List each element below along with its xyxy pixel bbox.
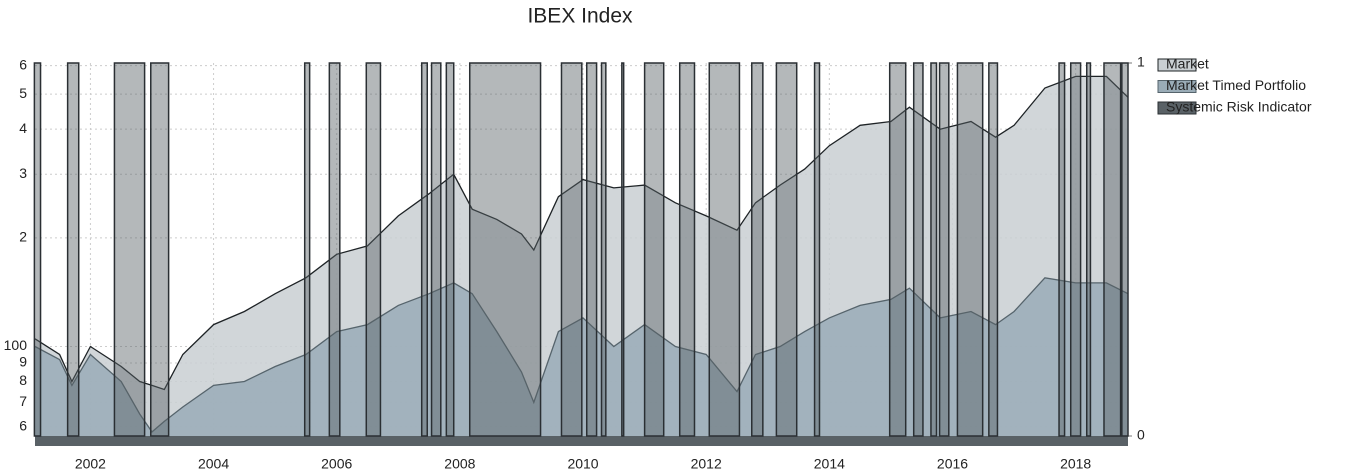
y-tick-label: 7	[19, 393, 27, 409]
x-tick-label: 2014	[814, 456, 845, 472]
legend-swatch	[1157, 101, 1197, 115]
indicator-segment	[813, 62, 821, 437]
indicator-segment	[328, 62, 341, 437]
indicator-segment	[560, 62, 583, 437]
legend-swatch	[1157, 80, 1197, 93]
indicator-segment	[420, 62, 428, 437]
indicator-segment	[150, 62, 170, 437]
indicator-segment	[708, 62, 741, 437]
y2-tick-label: 1	[1137, 54, 1145, 70]
y-tick-label: 6	[19, 56, 27, 72]
indicator-segment	[585, 62, 598, 437]
series-line	[34, 277, 1129, 433]
indicator-segment	[445, 62, 455, 437]
indicator-segment	[751, 62, 764, 437]
indicator-segment	[930, 62, 938, 437]
indicator-segment	[1121, 62, 1129, 437]
indicator-segment	[678, 62, 696, 437]
indicator-segment	[1103, 62, 1122, 437]
y-tick-label: 4	[19, 120, 27, 136]
indicator-segment	[303, 62, 311, 437]
indicator-segment	[430, 62, 442, 437]
indicator-segment	[66, 62, 80, 437]
indicator-segment	[468, 62, 542, 437]
x-tick-label: 2006	[321, 456, 352, 472]
indicator-base	[35, 436, 1128, 446]
chart-title: IBEX Index	[527, 5, 633, 28]
x-tick-label: 2004	[198, 456, 229, 472]
indicator-segment	[956, 62, 984, 437]
y-tick-label: 8	[19, 372, 27, 388]
y-tick-label: 2	[19, 229, 27, 245]
indicator-segment	[938, 62, 950, 437]
indicator-segment	[888, 62, 907, 437]
indicator-segment	[775, 62, 798, 437]
indicator-segment	[113, 62, 146, 437]
indicator-segment	[643, 62, 665, 437]
indicator-segment	[365, 62, 382, 437]
y-tick-label: 3	[19, 165, 27, 181]
x-tick-label: 2018	[1060, 456, 1091, 472]
x-tick-label: 2010	[567, 456, 598, 472]
x-tick-label: 2012	[691, 456, 722, 472]
legend-swatch	[1157, 58, 1197, 72]
legend-label: Systemic Risk Indicator	[1166, 99, 1312, 115]
series-line	[34, 75, 1129, 391]
legend-label: Market	[1166, 56, 1209, 72]
indicator-segment	[1058, 62, 1066, 437]
indicator-segment	[621, 62, 625, 437]
y-tick-label: 5	[19, 85, 27, 101]
indicator-segment	[912, 62, 924, 437]
x-tick-label: 2016	[937, 456, 968, 472]
x-tick-label: 2008	[444, 456, 475, 472]
indicator-segment	[988, 62, 999, 437]
y-tick-label: 9	[19, 354, 27, 370]
indicator-segment	[1085, 62, 1092, 437]
y2-tick-label: 0	[1137, 427, 1145, 443]
indicator-segment	[33, 62, 42, 437]
x-tick-label: 2002	[75, 456, 106, 472]
y-tick-label: 6	[19, 417, 27, 433]
legend-label: Market Timed Portfolio	[1166, 77, 1306, 93]
legend: Market Market Timed Portfolio Systemic Ris…	[1157, 56, 1312, 115]
y-tick-label: 100	[4, 337, 28, 353]
indicator-segment	[600, 62, 607, 437]
indicator-segment	[1069, 62, 1082, 437]
